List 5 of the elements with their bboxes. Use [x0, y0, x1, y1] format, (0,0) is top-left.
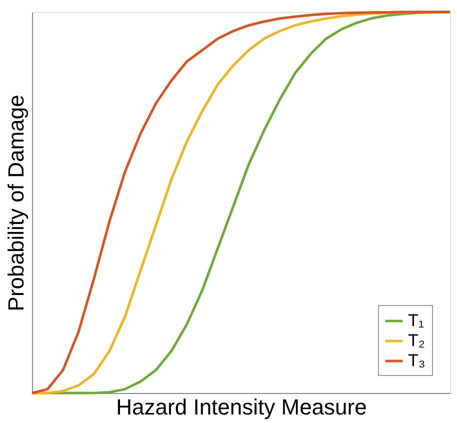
legend-label: T₃: [408, 351, 426, 370]
x-axis-title: Hazard Intensity Measure: [116, 394, 367, 420]
legend-label: T₂: [408, 331, 425, 350]
y-axis-title: Probability of Damage: [4, 94, 28, 312]
legend-label: T₁: [408, 311, 424, 330]
